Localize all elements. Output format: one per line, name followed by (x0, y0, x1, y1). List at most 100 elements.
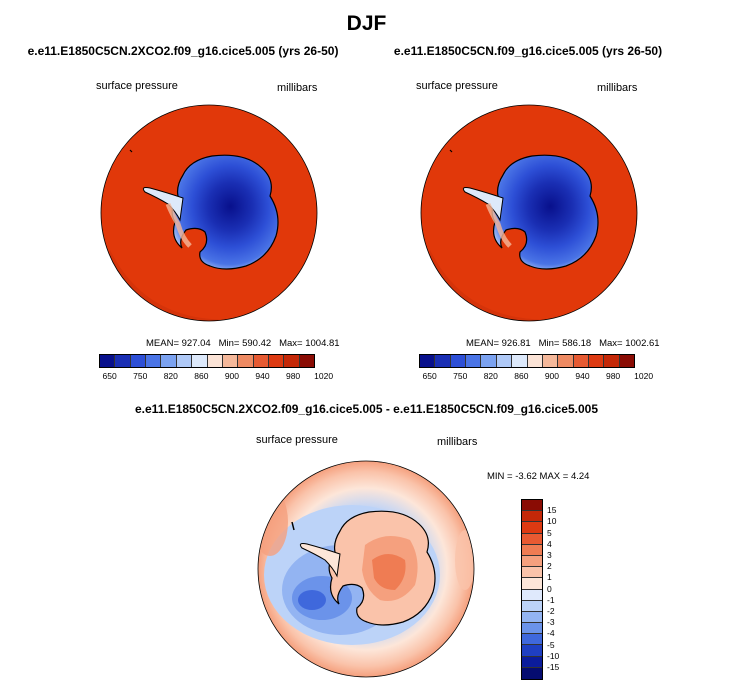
diff-colorbar-tick-label: 0 (547, 583, 552, 594)
left-max: Max= 1004.81 (279, 338, 340, 349)
right-colorbar-box (573, 355, 589, 367)
diff-colorbar-tick-label: 4 (547, 538, 552, 549)
right-colorbar-box (512, 355, 528, 367)
left-colorbar-box (115, 355, 131, 367)
left-colorbar-box (284, 355, 300, 367)
diff-colorbar-ticks: 15 10 5 4 3 2 1 0 -1 -2 -3 -4 -5 -10 -15 (547, 499, 577, 679)
diff-colorbar-tick-label: 5 (547, 527, 552, 538)
right-colorbar-box (527, 355, 543, 367)
right-min: Min= 586.18 (538, 338, 592, 349)
left-colorbar-ticks: 650 750 820 860 900 940 980 1020 (99, 371, 334, 383)
left-stats: MEAN= 927.04 Min= 590.42 Max= 1004.81 (146, 338, 340, 349)
left-colorbar-box (161, 355, 177, 367)
left-mean: MEAN= 927.04 (146, 338, 211, 349)
left-units-label: millibars (277, 82, 318, 94)
right-colorbar-box (542, 355, 559, 367)
diff-colorbar-box (522, 533, 542, 545)
left-colorbar-tick-label: 980 (285, 371, 301, 381)
diff-colorbar-tick-label: 10 (547, 516, 557, 527)
diff-colorbar-tick-label: 2 (547, 561, 552, 572)
right-colorbar-box (588, 355, 605, 367)
diff-colorbar-tick-label: -5 (547, 639, 555, 650)
diff-colorbar-box (522, 645, 542, 657)
right-mean: MEAN= 926.81 (466, 338, 531, 349)
left-colorbar-box (238, 355, 254, 367)
diff-case-title: e.e11.E1850C5CN.2XCO2.f09_g16.cice5.005 … (135, 402, 598, 416)
diff-colorbar-box (522, 522, 542, 534)
left-colorbar-tick-label: 650 (102, 371, 117, 381)
diff-colorbar-box (522, 589, 542, 601)
right-colorbar-tick-label: 900 (544, 371, 560, 381)
right-colorbar-box (466, 355, 482, 367)
diff-colorbar-box (522, 555, 542, 568)
left-colorbar-box (222, 355, 239, 367)
diff-colorbar-box (522, 611, 542, 624)
page-title: DJF (346, 12, 387, 35)
right-colorbar-tick-label: 860 (514, 371, 529, 381)
diff-colorbar-tick-label: -4 (547, 628, 555, 639)
right-stats: MEAN= 926.81 Min= 586.18 Max= 1002.61 (466, 338, 660, 349)
diff-colorbar-box (522, 511, 542, 523)
left-colorbar-tick-label: 820 (163, 371, 178, 381)
diff-colorbar (521, 499, 543, 680)
right-colorbar-tick-label: 820 (483, 371, 498, 381)
left-colorbar-box (146, 355, 162, 367)
left-colorbar-box (299, 355, 315, 367)
right-max: Max= 1002.61 (599, 338, 660, 349)
left-colorbar-box (268, 355, 285, 367)
diff-colorbar-box (522, 656, 542, 668)
diff-colorbar-tick-label: 15 (547, 505, 557, 516)
right-colorbar-tick-label: 650 (422, 371, 437, 381)
diff-colorbar-tick-label: -1 (547, 594, 555, 605)
diff-colorbar-tick-label: -10 (547, 650, 560, 661)
left-colorbar-box (253, 355, 269, 367)
diff-colorbar-tick-label: -3 (547, 617, 555, 628)
diff-colorbar-tick-label: -2 (547, 606, 555, 616)
diff-colorbar-box (522, 623, 542, 635)
left-colorbar-box (192, 355, 208, 367)
left-colorbar-box (100, 355, 116, 367)
right-colorbar-tick-label: 940 (575, 371, 590, 381)
right-colorbar-tick-label: 750 (453, 371, 468, 381)
left-colorbar-tick-label: 750 (133, 371, 148, 381)
left-colorbar-box (207, 355, 223, 367)
left-colorbar-tick-label: 1020 (314, 371, 334, 381)
left-case-title: e.e11.E1850C5CN.2XCO2.f09_g16.cice5.005 … (27, 44, 339, 58)
diff-colorbar-box (522, 544, 542, 556)
diff-colorbar-box (522, 667, 542, 679)
right-colorbar-box (604, 355, 620, 367)
diff-units-label: millibars (437, 436, 478, 448)
diff-colorbar-box (522, 567, 542, 579)
left-min: Min= 590.42 (218, 338, 272, 349)
right-colorbar-box (450, 355, 467, 367)
right-colorbar-box (435, 355, 451, 367)
right-colorbar-ticks: 650 750 820 860 900 940 980 1020 (419, 371, 654, 383)
diff-colorbar-box (522, 600, 542, 612)
left-variable-label: surface pressure (96, 80, 178, 92)
right-colorbar-box (496, 355, 513, 367)
diff-variable-label: surface pressure (256, 434, 338, 446)
right-colorbar (419, 354, 635, 368)
diff-colorbar-box (522, 500, 542, 512)
right-case-title: e.e11.E1850C5CN.f09_g16.cice5.005 (yrs 2… (393, 44, 663, 58)
diff-colorbar-box (522, 634, 542, 646)
right-colorbar-tick-label: 980 (605, 371, 621, 381)
left-colorbar-tick-label: 900 (224, 371, 240, 381)
right-units-label: millibars (597, 82, 638, 94)
left-colorbar-box (130, 355, 147, 367)
right-variable-label: surface pressure (416, 80, 498, 92)
right-colorbar-tick-label: 1020 (634, 371, 654, 381)
left-colorbar-tick-label: 860 (194, 371, 209, 381)
diff-colorbar-tick-label: 1 (547, 572, 552, 583)
diff-colorbar-box (522, 578, 542, 590)
right-colorbar-box (481, 355, 497, 367)
diff-colorbar-tick-label: 3 (547, 550, 552, 560)
diff-minmax: MIN = -3.62 MAX = 4.24 (487, 471, 590, 482)
left-colorbar (99, 354, 315, 368)
right-colorbar-box (558, 355, 574, 367)
right-colorbar-box (619, 355, 635, 367)
left-colorbar-box (176, 355, 193, 367)
diff-colorbar-tick-label: -15 (547, 662, 560, 672)
right-colorbar-box (420, 355, 436, 367)
left-colorbar-tick-label: 940 (255, 371, 270, 381)
